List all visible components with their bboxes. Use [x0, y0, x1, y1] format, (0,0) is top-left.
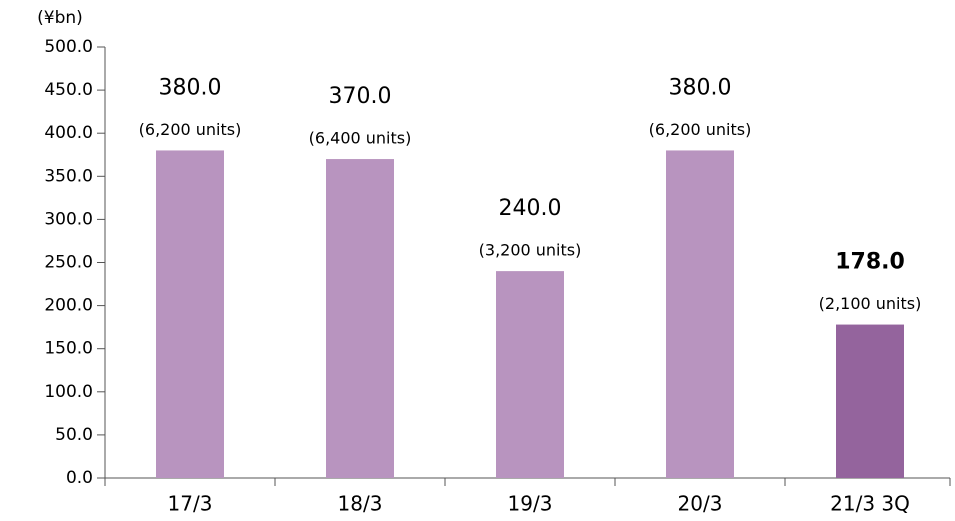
y-tick-label: 350.0: [44, 166, 93, 186]
unit-label: (3,200 units): [479, 241, 582, 260]
bar: [836, 324, 904, 478]
y-tick-label: 150.0: [44, 339, 93, 359]
y-axis-label: (¥bn): [37, 8, 83, 28]
x-tick-label: 18/3: [338, 492, 383, 516]
y-tick-label: 250.0: [44, 253, 93, 273]
x-tick-label: 17/3: [168, 492, 213, 516]
y-tick-label: 100.0: [44, 382, 93, 402]
y-tick-label: 50.0: [55, 425, 93, 445]
bar: [496, 271, 564, 478]
value-label: 380.0: [159, 75, 222, 100]
unit-label: (2,100 units): [819, 294, 922, 313]
bar: [326, 159, 394, 478]
unit-label: (6,200 units): [649, 120, 752, 139]
y-tick-label: 300.0: [44, 209, 93, 229]
x-tick-label: 21/3 3Q: [830, 492, 910, 516]
y-tick-label: 500.0: [44, 37, 93, 57]
value-label: 178.0: [835, 250, 905, 275]
y-tick-label: 200.0: [44, 296, 93, 316]
bar: [666, 150, 734, 478]
x-tick-label: 20/3: [678, 492, 723, 516]
value-label: 380.0: [669, 75, 732, 100]
y-tick-label: 0.0: [66, 468, 93, 488]
y-tick-label: 400.0: [44, 123, 93, 143]
value-label: 240.0: [499, 196, 562, 221]
unit-label: (6,200 units): [139, 120, 242, 139]
unit-label: (6,400 units): [309, 129, 412, 148]
bar: [156, 150, 224, 478]
value-label: 370.0: [329, 84, 392, 109]
y-tick-label: 450.0: [44, 80, 93, 100]
x-tick-label: 19/3: [508, 492, 553, 516]
